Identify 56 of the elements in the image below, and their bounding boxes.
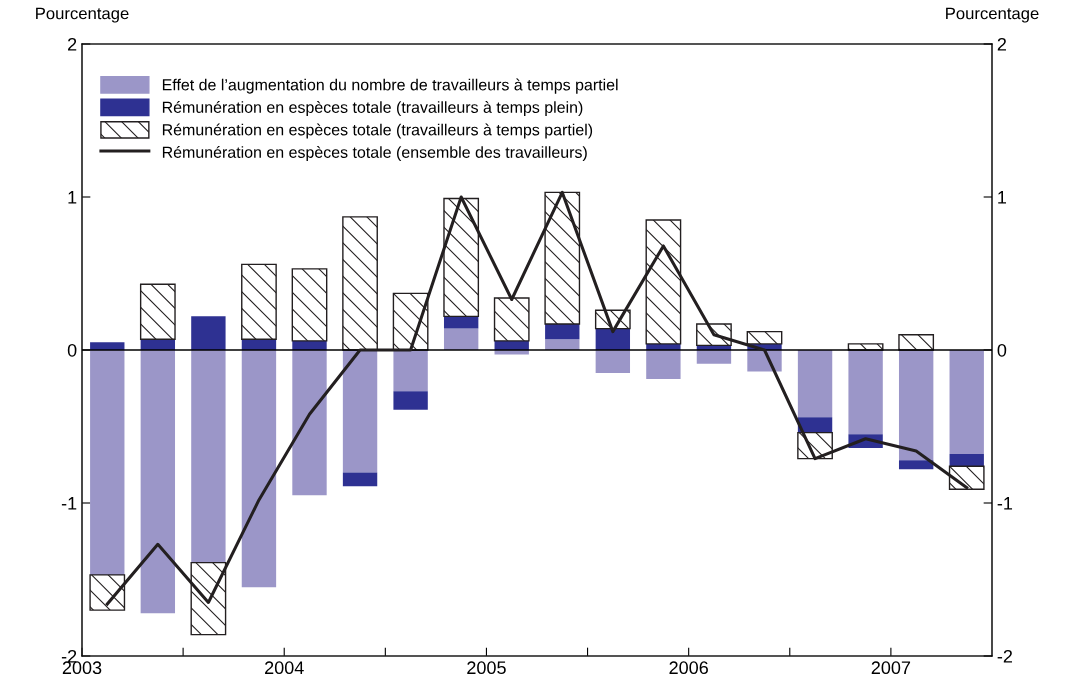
bar [342,350,378,473]
y2-axis-title: Pourcentage [946,7,1039,23]
x-tick-label: 2005 [467,661,506,675]
legend-label: Rémunération en espèces totale (ensemble des travailleurs) [162,145,587,162]
bar [797,350,833,418]
bar [645,219,682,345]
bar [241,350,277,588]
bar [949,454,984,467]
x-tick-label: 2004 [265,661,304,675]
y2-tick-label: 0 [997,343,1007,357]
bar [393,391,428,410]
bar [291,268,328,342]
y2-tick-label: 2 [997,37,1006,51]
bar [90,350,125,575]
bar [191,316,226,350]
y2-tick-label: 1 [998,191,1007,204]
y-axis-title: Pourcentage [36,7,129,23]
bar [595,328,631,350]
bar [696,350,732,364]
bar [746,330,783,345]
bar [797,417,833,433]
y-tick-label: -2 [61,649,77,663]
y-tick-label: 0 [67,343,77,357]
bar [898,460,934,470]
legend-label: Effet de l’augmentation du nombre de travailleurs à temps partiel [162,78,618,94]
bar [848,350,883,435]
bar [898,350,934,461]
legend-label: Rémunération en espèces totale (travailleurs à temps partiel) [162,123,593,139]
bar [696,323,732,347]
x-tick-label: 2006 [669,661,708,675]
bar [393,350,428,392]
y-tick-label: 2 [68,37,77,51]
bar [191,350,226,563]
bar [443,328,479,350]
bar [545,323,580,340]
bar [595,350,631,373]
legend-label: Rémunération en espèces totale (travailleurs à temps plein) [162,101,583,117]
x-tick-label: 2007 [871,661,911,675]
bar [545,339,580,350]
x-tick-label: 2003 [62,661,102,675]
y-tick-label: 1 [68,191,77,204]
bar [292,350,327,496]
bar [646,350,681,380]
bar [493,297,530,342]
bar [140,350,176,614]
bar [443,316,479,329]
bar [139,283,176,340]
y2-tick-label: -2 [997,649,1013,663]
y2-tick-label: -1 [997,497,1013,510]
bar [342,216,378,351]
bar [949,350,984,455]
bar [342,472,378,487]
y-tick-label: -1 [61,497,77,510]
bar [898,334,935,351]
bar [241,263,277,340]
bar [443,197,480,318]
